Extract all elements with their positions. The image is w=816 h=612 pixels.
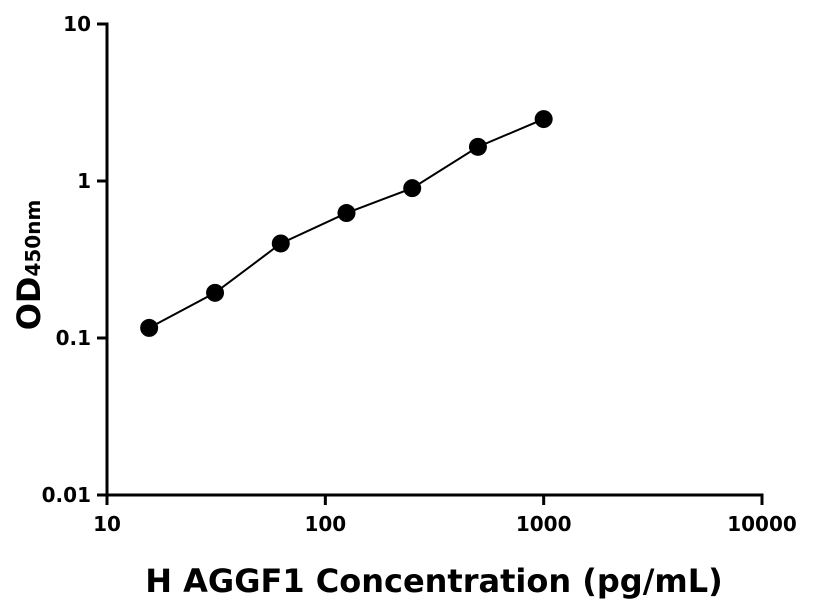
y-axis-label-main: OD xyxy=(10,277,48,331)
data-point xyxy=(468,137,487,156)
y-axis-label: OD450nm xyxy=(10,200,48,331)
data-point xyxy=(206,283,225,302)
y-axis-label-sub: 450nm xyxy=(21,200,45,277)
x-tick-label: 1000 xyxy=(516,512,572,536)
data-point xyxy=(337,204,356,223)
y-tick-label: 0.1 xyxy=(56,326,91,350)
data-point xyxy=(271,234,290,253)
y-tick-label: 10 xyxy=(63,12,91,36)
x-tick-label: 10 xyxy=(93,512,121,536)
data-point xyxy=(140,318,159,337)
x-axis-label: H AGGF1 Concentration (pg/mL) xyxy=(145,562,723,600)
y-tick-label: 1 xyxy=(77,169,91,193)
data-point xyxy=(534,110,553,129)
data-point xyxy=(403,179,422,198)
x-tick-label: 10000 xyxy=(727,512,797,536)
y-tick-label: 0.01 xyxy=(42,483,91,507)
x-tick-label: 100 xyxy=(304,512,346,536)
